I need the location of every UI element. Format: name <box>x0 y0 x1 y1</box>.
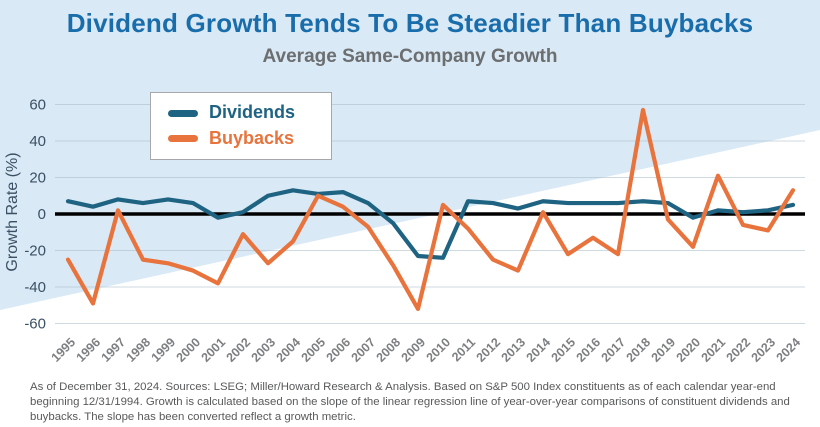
x-tick-label: 2015 <box>549 335 579 365</box>
x-tick-label: 2008 <box>374 335 404 365</box>
y-tick-label: -20 <box>24 243 46 260</box>
legend-item-buybacks: Buybacks <box>168 128 331 150</box>
x-tick-label: 2012 <box>474 335 504 365</box>
x-tick-label: 2003 <box>249 335 279 365</box>
x-tick-label: 2000 <box>174 335 204 365</box>
x-tick-label: 2009 <box>399 335 429 365</box>
x-tick-label: 2006 <box>324 335 354 365</box>
x-tick-label: 1995 <box>49 335 79 365</box>
x-tick-label: 2021 <box>699 335 729 365</box>
x-tick-label: 1997 <box>99 335 129 365</box>
legend-item-dividends: Dividends <box>168 102 331 124</box>
x-tick-label: 2014 <box>524 335 554 365</box>
y-tick-label: -60 <box>24 316 46 333</box>
x-tick-label: 2005 <box>299 335 329 365</box>
footnote: As of December 31, 2024. Sources: LSEG; … <box>30 381 790 423</box>
x-tick-label: 2001 <box>199 335 229 365</box>
buybacks-line <box>65 107 796 311</box>
y-tick-label: 0 <box>38 206 46 223</box>
y-axis-label: Growth Rate (%) <box>4 152 21 272</box>
x-tick-label: 2016 <box>574 335 604 365</box>
x-tick-label: 2024 <box>774 335 804 365</box>
x-tick-label: 2019 <box>649 335 679 365</box>
y-tick-label: -40 <box>24 279 46 296</box>
x-tick-label: 2013 <box>499 335 529 365</box>
x-tick-label: 2004 <box>274 335 304 365</box>
y-tick-label: 60 <box>29 97 46 114</box>
x-tick-label: 2010 <box>424 335 454 365</box>
x-tick-label: 2022 <box>724 335 754 365</box>
dividends-line <box>65 188 796 260</box>
y-tick-label: 20 <box>29 170 46 187</box>
dividends-line-swatch <box>168 109 198 117</box>
legend-label-dividends: Dividends <box>209 102 296 123</box>
x-tick-label: 2023 <box>749 335 779 365</box>
x-tick-label: 1996 <box>74 335 104 365</box>
legend-label-buybacks: Buybacks <box>209 128 295 148</box>
buybacks-line-swatch <box>168 135 198 143</box>
x-tick-label: 2020 <box>674 335 704 365</box>
chart-title: Dividend Growth Tends To Be Steadier Tha… <box>66 8 754 38</box>
x-tick-label: 1999 <box>149 335 179 365</box>
x-tick-label: 2002 <box>224 335 254 365</box>
x-tick-label: 2011 <box>449 335 478 364</box>
x-tick-label: 1998 <box>124 335 154 365</box>
x-tick-label: 2017 <box>599 335 629 365</box>
chart-legend: Dividends Buybacks <box>150 92 332 160</box>
chart-subtitle: Average Same-Company Growth <box>262 46 558 67</box>
x-tick-label: 2007 <box>349 335 379 365</box>
x-tick-label: 2018 <box>624 335 654 365</box>
y-tick-label: 40 <box>29 133 46 150</box>
